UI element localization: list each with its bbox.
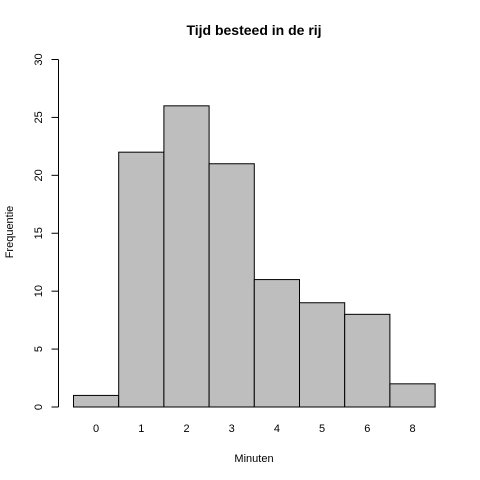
x-tick-label: 0 xyxy=(93,423,99,435)
bar-1 xyxy=(118,151,165,408)
x-tick-label: 1 xyxy=(138,423,144,435)
bars-layer xyxy=(73,105,436,408)
y-axis: 0 5 10 15 20 25 30 xyxy=(33,53,59,410)
bar-4 xyxy=(253,279,301,408)
bar-8 xyxy=(389,383,436,408)
y-tick-label: 30 xyxy=(33,53,45,65)
y-tick-label: 15 xyxy=(33,227,45,239)
y-tick-label: 5 xyxy=(33,346,45,352)
y-tick-label: 25 xyxy=(33,111,45,123)
y-axis-label: Frequentie xyxy=(4,206,16,259)
y-tick-label: 0 xyxy=(33,404,45,410)
chart-title: Tijd besteed in de rij xyxy=(186,22,321,38)
x-axis: 0 1 2 3 4 5 6 8 xyxy=(93,423,416,435)
y-tick-label: 20 xyxy=(33,169,45,181)
x-tick-label: 2 xyxy=(183,423,189,435)
x-tick-label: 4 xyxy=(274,423,280,435)
bar-5 xyxy=(299,302,346,408)
x-tick-label: 5 xyxy=(319,423,325,435)
x-tick-label: 8 xyxy=(409,423,415,435)
x-axis-label: Minuten xyxy=(234,453,273,465)
bar-0 xyxy=(73,394,120,408)
x-tick-label: 6 xyxy=(364,423,370,435)
y-tick-label: 10 xyxy=(33,285,45,297)
bar-2 xyxy=(163,105,210,408)
x-tick-label: 3 xyxy=(229,423,235,435)
bar-6 xyxy=(344,313,391,408)
bar-3 xyxy=(208,163,255,408)
